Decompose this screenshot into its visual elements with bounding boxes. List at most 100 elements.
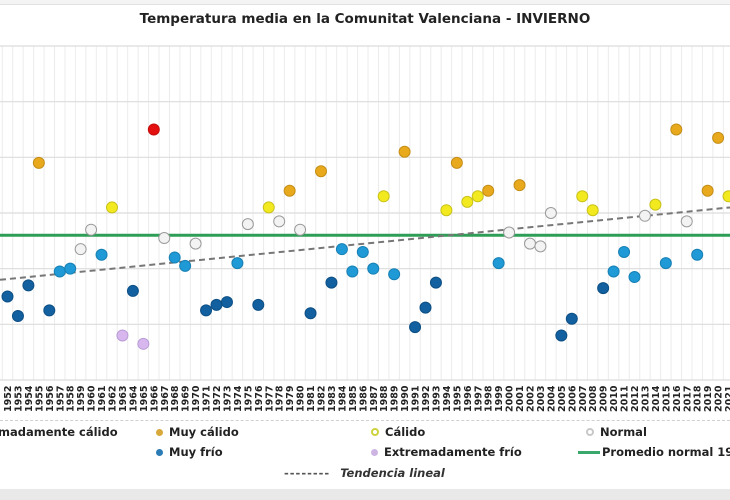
legend-label: Muy cálido [169, 425, 239, 439]
trend-line-group [0, 206, 730, 281]
x-tick-label: 1954 [24, 385, 35, 412]
legend-item-normal: Normal [586, 425, 647, 439]
x-tick-label: 1979 [285, 386, 296, 412]
data-point-1968 [168, 251, 181, 264]
x-tick-label: 2021 [724, 386, 730, 412]
data-point-1969 [179, 259, 192, 272]
x-tick-label: 1966 [149, 385, 160, 412]
x-tick-label: 1992 [421, 386, 432, 412]
legend-dot-icon [371, 448, 378, 456]
legend-dash-icon: -------- [284, 466, 331, 480]
legend-label: Cálido [385, 425, 426, 439]
legend-item-extremadamente-calido: madamente cálido [0, 425, 118, 439]
data-point-1994 [440, 204, 453, 217]
data-point-1974 [231, 257, 244, 270]
x-tick-label: 1952 [3, 386, 14, 412]
data-point-1998 [482, 184, 495, 197]
data-point-1992 [419, 301, 432, 314]
data-point-2003 [534, 240, 547, 253]
legend-label: Extremadamente frío [384, 445, 522, 459]
x-tick-label: 1971 [202, 386, 213, 412]
x-tick-label: 1989 [390, 386, 401, 412]
data-point-1985 [346, 265, 359, 278]
x-tick-label: 1983 [327, 386, 338, 412]
data-point-1999 [492, 257, 505, 270]
data-point-1993 [429, 276, 442, 289]
data-point-2016 [670, 123, 683, 136]
data-point-2000 [503, 226, 516, 239]
legend-dot-icon [156, 428, 163, 436]
data-point-1982 [315, 165, 327, 178]
x-tick-label: 1976 [254, 385, 265, 412]
data-point-1987 [367, 262, 380, 275]
x-tick-labels: 1952 1953 1954 1955 1956 1957 1958 1959 1960 1961… [3, 385, 730, 412]
data-point-1971 [200, 304, 213, 317]
legend-item-promedio: Promedio normal 19 [578, 445, 730, 459]
x-tick-label: 1964 [128, 385, 139, 412]
data-point-2021 [722, 190, 730, 203]
data-point-1996 [461, 195, 474, 208]
data-point-1957 [53, 265, 66, 278]
x-tick-label: 1967 [160, 386, 171, 412]
x-tick-label: 1962 [108, 386, 119, 412]
data-point-2017 [680, 215, 693, 228]
horizontal-gridlines [0, 45, 730, 381]
data-point-1953 [11, 309, 24, 322]
x-tick-label: 1975 [243, 386, 254, 412]
data-point-2008 [586, 204, 599, 217]
data-point-1983 [325, 276, 338, 289]
x-tick-label: 1997 [473, 386, 484, 412]
x-tick-label: 1993 [431, 386, 442, 412]
data-point-1997 [471, 190, 484, 203]
x-tick-label: 2003 [536, 386, 547, 412]
data-point-2005 [555, 329, 568, 342]
x-tick-label: 1980 [296, 385, 307, 412]
data-point-1975 [241, 218, 254, 231]
legend-dot-icon [371, 428, 379, 436]
x-tick-label: 1955 [34, 386, 45, 412]
x-tick-label: 2006 [567, 385, 578, 412]
data-point-1980 [294, 223, 307, 236]
x-tick-label: 1986 [358, 385, 369, 412]
x-tick-label: 2018 [693, 385, 704, 412]
data-point-1976 [252, 298, 265, 311]
data-point-2019 [701, 184, 714, 197]
x-tick-label: 1977 [264, 386, 275, 412]
x-tick-label: 1957 [55, 386, 66, 412]
data-point-1960 [85, 223, 98, 236]
data-point-2002 [524, 237, 536, 250]
data-point-1956 [43, 304, 56, 317]
data-point-1962 [106, 201, 118, 214]
x-tick-label: 1987 [369, 386, 380, 412]
data-point-1970 [189, 237, 202, 250]
x-tick-label: 2013 [640, 386, 651, 412]
x-tick-label: 2015 [661, 386, 672, 412]
legend-label: Promedio normal 19 [602, 445, 730, 459]
data-point-1958 [64, 262, 77, 275]
bottom-bar [0, 489, 730, 500]
x-tick-label: 1998 [484, 385, 495, 412]
data-point-1965 [137, 337, 150, 350]
x-tick-label: 1981 [306, 386, 317, 412]
data-point-1959 [74, 243, 87, 256]
legend-item-muy-frio: Muy frío [156, 445, 223, 459]
data-point-2006 [565, 312, 578, 325]
x-tick-label: 2009 [599, 386, 610, 412]
legend-line-icon [578, 450, 600, 454]
x-tick-label: 1970 [191, 385, 202, 412]
data-point-2012 [628, 271, 641, 284]
x-tick-label: 1978 [275, 385, 286, 412]
x-tick-label: 1965 [139, 386, 150, 412]
x-tick-label: 1985 [348, 386, 359, 412]
data-point-1973 [220, 296, 233, 309]
legend-label: Normal [600, 425, 647, 439]
x-tick-label: 1991 [411, 386, 422, 412]
legend-item-muy-calido: Muy cálido [156, 425, 239, 439]
data-point-2014 [649, 198, 662, 211]
x-tick-label: 2020 [714, 385, 725, 412]
data-point-1981 [304, 307, 317, 320]
x-tick-label: 1988 [379, 385, 390, 412]
data-point-1952 [1, 290, 14, 303]
x-tick-label: 1990 [400, 385, 411, 412]
x-tick-label: 1959 [76, 386, 87, 412]
